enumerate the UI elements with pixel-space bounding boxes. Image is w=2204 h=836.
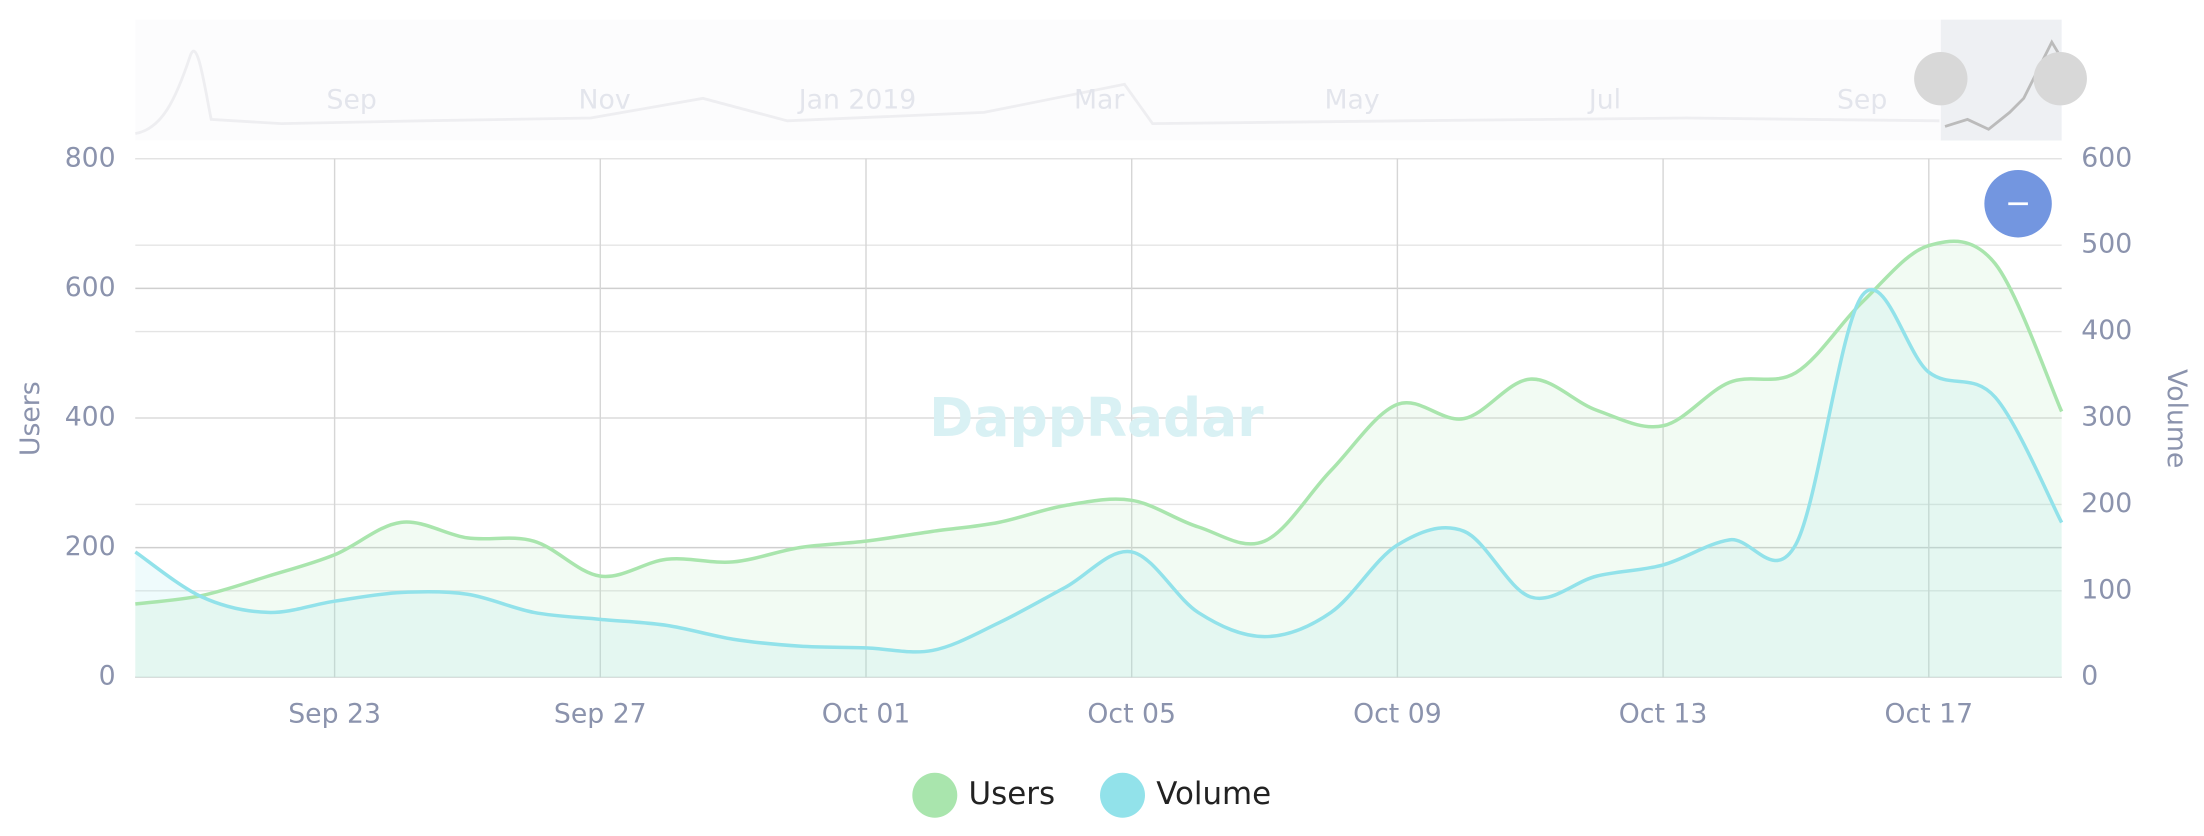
y2-tick-label: 200 [2081,488,2132,519]
navigator-label: Sep [327,85,377,116]
area [135,289,2062,678]
y2-tick-label: 0 [2081,661,2098,692]
y-tick-label: 200 [65,531,116,562]
navigator-label: Jul [1587,85,1621,116]
line [135,239,2064,606]
x-tick-label: Oct 01 [822,699,911,730]
x-tick-label: Oct 05 [1087,699,1176,730]
y-tick-label: 400 [65,402,116,433]
x-tick-label: Oct 17 [1884,699,1973,730]
navigator-label: Jan 2019 [797,85,917,116]
navigator-window-line [1944,39,2062,131]
navigator-label: May [1325,85,1380,116]
x-tick-label: Sep 23 [288,699,381,730]
y-tick-label: 800 [65,142,116,173]
x-tick-label: Oct 09 [1353,699,1442,730]
legend-swatch [912,772,958,818]
x-tick-label: Sep 27 [554,699,647,730]
legend-label: Volume [1156,776,1271,812]
y2-tick-label: 400 [2081,315,2132,346]
legend-swatch [1100,772,1145,818]
legend-label: Users [969,776,1056,812]
x-tick-label: Oct 13 [1619,699,1708,730]
navigator-handle[interactable] [1914,51,1968,106]
navigator [135,19,2062,141]
area [135,241,2062,678]
navigator-label: Nov [579,85,631,116]
y2-axis-title: Volume [2161,369,2192,468]
line [134,287,2064,654]
navigator-label: Sep [1837,85,1887,116]
y2-tick-label: 300 [2081,402,2132,433]
y2-tick-label: 600 [2081,142,2132,173]
navigator-handle[interactable] [2033,51,2087,106]
navigator-line [135,49,1940,135]
y-tick-label: 600 [65,272,116,303]
y2-tick-label: 100 [2081,574,2132,605]
y-tick-label: 0 [99,661,116,692]
y2-tick-label: 500 [2081,229,2132,260]
y-axis-title: Users [15,381,46,456]
navigator-label: Mar [1074,85,1124,116]
watermark: DappRadar [929,386,1264,449]
